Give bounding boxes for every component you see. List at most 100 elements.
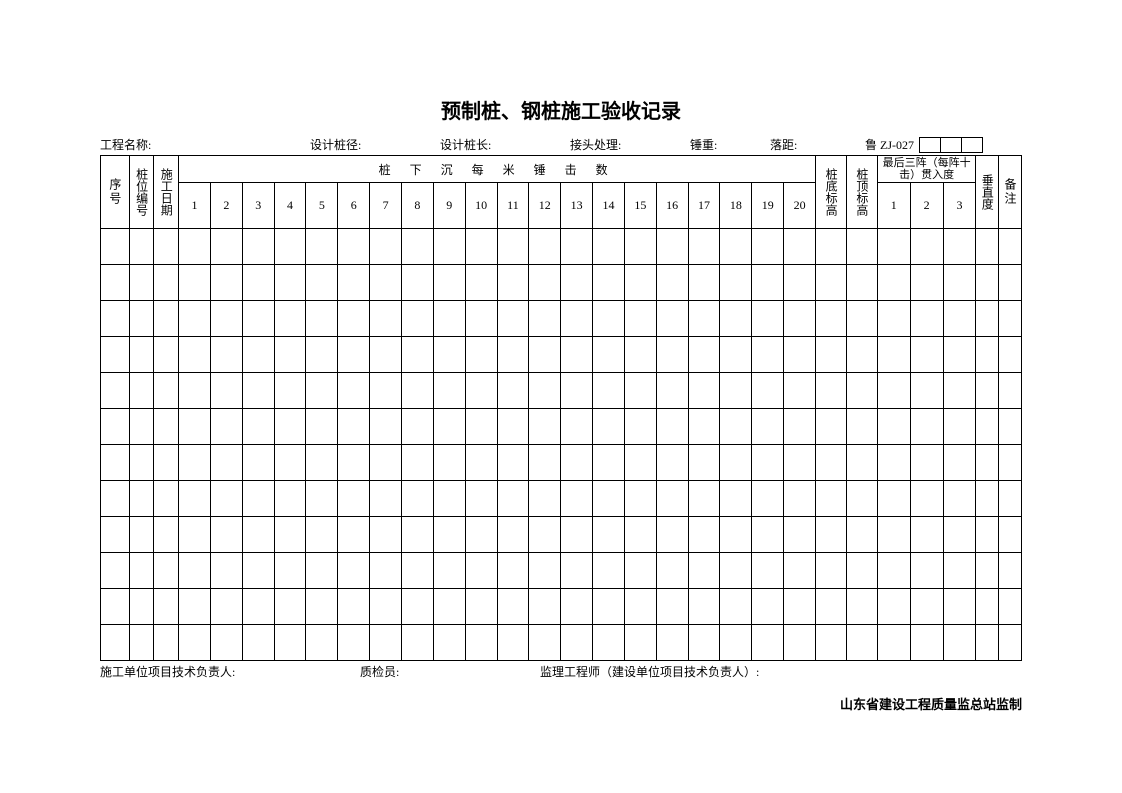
label-design-length: 设计桩长: <box>440 136 491 153</box>
table-cell <box>210 301 242 337</box>
table-cell <box>242 409 274 445</box>
table-cell <box>784 517 816 553</box>
table-cell <box>129 553 154 589</box>
table-cell <box>720 337 752 373</box>
table-cell <box>274 373 306 409</box>
table-cell <box>274 625 306 661</box>
table-cell <box>624 625 656 661</box>
table-cell <box>179 265 211 301</box>
table-cell <box>656 517 688 553</box>
table-cell <box>752 301 784 337</box>
table-cell <box>877 625 910 661</box>
table-cell <box>370 373 402 409</box>
table-cell <box>179 373 211 409</box>
table-cell <box>561 589 593 625</box>
th-bottom-elev: 桩底标高 <box>816 156 847 229</box>
table-cell <box>210 409 242 445</box>
table-cell <box>370 481 402 517</box>
table-cell <box>338 373 370 409</box>
table-cell <box>784 373 816 409</box>
table-cell <box>656 265 688 301</box>
table-cell <box>274 481 306 517</box>
table-cell <box>976 337 999 373</box>
table-cell <box>784 625 816 661</box>
table-cell <box>999 409 1022 445</box>
table-cell <box>943 229 976 265</box>
table-cell <box>401 265 433 301</box>
table-cell <box>179 517 211 553</box>
table-cell <box>847 409 878 445</box>
table-cell <box>910 553 943 589</box>
table-cell <box>497 409 529 445</box>
table-cell <box>529 445 561 481</box>
table-cell <box>976 553 999 589</box>
table-cell <box>720 589 752 625</box>
table-cell <box>910 409 943 445</box>
table-cell <box>976 517 999 553</box>
table-cell <box>752 337 784 373</box>
table-cell <box>624 553 656 589</box>
label-project-name: 工程名称: <box>100 136 151 153</box>
table-cell <box>593 337 625 373</box>
table-cell <box>561 373 593 409</box>
table-cell <box>401 373 433 409</box>
table-cell <box>101 337 130 373</box>
table-cell <box>210 373 242 409</box>
table-cell <box>274 517 306 553</box>
table-cell <box>274 229 306 265</box>
table-cell <box>129 589 154 625</box>
table-cell <box>242 337 274 373</box>
table-cell <box>370 589 402 625</box>
table-cell <box>720 301 752 337</box>
table-cell <box>154 229 179 265</box>
table-cell <box>179 229 211 265</box>
label-hammer-weight: 锤重: <box>690 136 717 153</box>
table-cell <box>401 229 433 265</box>
table-cell <box>433 337 465 373</box>
table-cell <box>338 301 370 337</box>
table-cell <box>720 517 752 553</box>
table-cell <box>242 589 274 625</box>
table-cell <box>242 553 274 589</box>
th-pile-pos: 桩位编号 <box>129 156 154 229</box>
table-cell <box>877 301 910 337</box>
table-cell <box>306 409 338 445</box>
table-cell <box>999 589 1022 625</box>
table-cell <box>433 373 465 409</box>
table-cell <box>154 625 179 661</box>
table-cell <box>101 625 130 661</box>
table-cell <box>593 625 625 661</box>
table-cell <box>401 517 433 553</box>
table-row <box>101 625 1022 661</box>
table-cell <box>242 445 274 481</box>
table-cell <box>210 337 242 373</box>
table-cell <box>976 589 999 625</box>
table-cell <box>497 337 529 373</box>
table-cell <box>877 589 910 625</box>
table-cell <box>816 301 847 337</box>
table-cell <box>784 265 816 301</box>
table-cell <box>154 337 179 373</box>
table-cell <box>752 625 784 661</box>
table-cell <box>338 265 370 301</box>
table-cell <box>338 517 370 553</box>
table-cell <box>847 445 878 481</box>
table-cell <box>529 409 561 445</box>
table-cell <box>593 589 625 625</box>
table-cell <box>943 589 976 625</box>
table-cell <box>497 625 529 661</box>
th-last3-col: 1 <box>877 183 910 229</box>
table-cell <box>561 337 593 373</box>
table-cell <box>465 373 497 409</box>
table-cell <box>816 337 847 373</box>
table-cell <box>101 373 130 409</box>
table-cell <box>999 229 1022 265</box>
label-joint: 接头处理: <box>570 136 621 153</box>
table-cell <box>465 553 497 589</box>
table-row <box>101 229 1022 265</box>
table-cell <box>529 373 561 409</box>
table-cell <box>976 265 999 301</box>
table-cell <box>656 589 688 625</box>
table-cell <box>910 301 943 337</box>
table-cell <box>433 625 465 661</box>
